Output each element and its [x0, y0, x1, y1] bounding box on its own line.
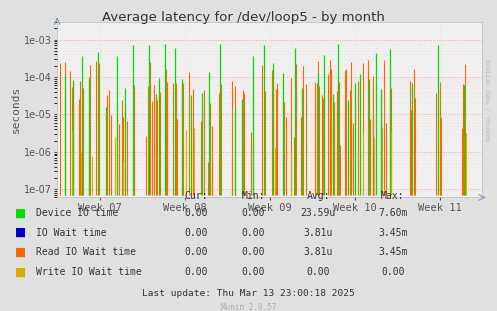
- Text: ■: ■: [15, 265, 26, 278]
- Y-axis label: seconds: seconds: [11, 86, 21, 133]
- Text: 3.81u: 3.81u: [303, 247, 333, 257]
- Text: 0.00: 0.00: [184, 247, 208, 257]
- Text: Write IO Wait time: Write IO Wait time: [36, 267, 142, 277]
- Text: Max:: Max:: [381, 191, 405, 201]
- Text: ■: ■: [15, 246, 26, 259]
- Text: 3.45m: 3.45m: [378, 247, 408, 257]
- Text: 0.00: 0.00: [242, 208, 265, 218]
- Text: 0.00: 0.00: [381, 267, 405, 277]
- Text: RRDTOOL / TOBI OETIKER: RRDTOOL / TOBI OETIKER: [486, 58, 491, 141]
- Text: Avg:: Avg:: [306, 191, 330, 201]
- Text: Device IO time: Device IO time: [36, 208, 118, 218]
- Text: 3.81u: 3.81u: [303, 228, 333, 238]
- Text: 0.00: 0.00: [242, 267, 265, 277]
- Text: 0.00: 0.00: [306, 267, 330, 277]
- Text: 0.00: 0.00: [242, 228, 265, 238]
- Text: 0.00: 0.00: [242, 247, 265, 257]
- Text: IO Wait time: IO Wait time: [36, 228, 106, 238]
- Text: Average latency for /dev/loop5 - by month: Average latency for /dev/loop5 - by mont…: [102, 11, 385, 24]
- Text: 0.00: 0.00: [184, 208, 208, 218]
- Text: Min:: Min:: [242, 191, 265, 201]
- Text: 3.45m: 3.45m: [378, 228, 408, 238]
- Text: ■: ■: [15, 226, 26, 239]
- Text: 23.59u: 23.59u: [301, 208, 335, 218]
- Text: Munin 2.0.57: Munin 2.0.57: [221, 304, 276, 311]
- Text: Cur:: Cur:: [184, 191, 208, 201]
- Text: 0.00: 0.00: [184, 228, 208, 238]
- Text: Read IO Wait time: Read IO Wait time: [36, 247, 136, 257]
- Text: 7.60m: 7.60m: [378, 208, 408, 218]
- Text: Last update: Thu Mar 13 23:00:18 2025: Last update: Thu Mar 13 23:00:18 2025: [142, 290, 355, 298]
- Text: ■: ■: [15, 207, 26, 220]
- Text: 0.00: 0.00: [184, 267, 208, 277]
